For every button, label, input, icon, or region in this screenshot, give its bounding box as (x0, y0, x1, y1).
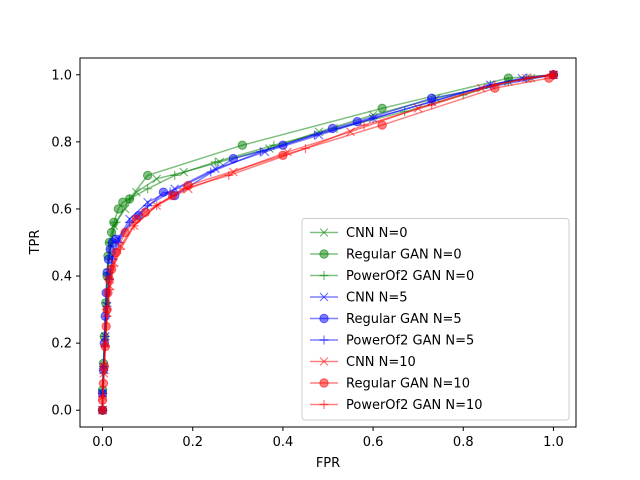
y-tick-label: 0.8 (51, 135, 72, 150)
data-point (206, 167, 216, 177)
series-8 (98, 70, 558, 415)
legend-label: Regular GAN N=5 (346, 312, 462, 327)
x-tick-label: 0.0 (92, 435, 113, 450)
legend: CNN N=0 Regular GAN N=0 PowerOf2 GAN N=0 CN… (301, 218, 570, 421)
legend-marker (319, 313, 329, 324)
data-point (109, 261, 119, 271)
legend-entry: PowerOf2 GAN N=5 (310, 334, 474, 349)
data-point (111, 217, 121, 227)
data-point (99, 368, 109, 378)
data-point (490, 80, 500, 90)
legend-label: Regular GAN N=10 (346, 377, 470, 392)
x-tick-label: 0.6 (363, 435, 384, 450)
legend-label: CNN N=10 (346, 355, 416, 370)
legend-label: CNN N=5 (346, 291, 408, 306)
legend-marker (319, 292, 329, 302)
data-point (179, 184, 189, 194)
data-point (105, 284, 115, 294)
data-point (237, 140, 248, 150)
data-point (368, 113, 378, 123)
data-point (255, 147, 265, 157)
x-tick-label: 1.0 (543, 435, 564, 450)
data-point (120, 227, 130, 238)
data-point (427, 100, 437, 110)
legend-marker (319, 357, 329, 366)
x-tick-label: 0.2 (182, 435, 203, 450)
data-point (102, 311, 112, 321)
data-point (98, 405, 108, 415)
legend-entry: Regular GAN N=0 (310, 248, 462, 263)
data-point (152, 201, 162, 211)
legend-box (301, 218, 570, 421)
legend-entry: Regular GAN N=10 (310, 377, 470, 392)
data-point (300, 144, 310, 154)
data-point (129, 221, 139, 231)
legend-marker (319, 271, 329, 280)
data-point (210, 157, 220, 167)
x-tick-label: 0.4 (273, 435, 294, 450)
data-point (548, 70, 558, 80)
legend-entry: CNN N=0 (310, 226, 408, 241)
data-point (526, 73, 536, 83)
x-axis-label: FPR (316, 456, 340, 471)
y-axis: 0.0 0.2 0.4 0.6 0.8 1.0 (51, 68, 80, 419)
data-point (377, 120, 387, 130)
data-point (476, 83, 486, 93)
legend-label: PowerOf2 GAN N=0 (346, 269, 474, 284)
legend-entry: CNN N=10 (310, 355, 416, 370)
legend-label: PowerOf2 GAN N=10 (346, 398, 483, 413)
data-point (116, 244, 126, 254)
data-point (125, 194, 135, 204)
y-tick-label: 0.2 (51, 337, 72, 352)
y-tick-label: 0.4 (51, 270, 72, 285)
legend-marker (319, 335, 329, 345)
data-point (359, 120, 369, 130)
data-point (100, 341, 110, 351)
legend-marker (319, 378, 329, 388)
data-point (152, 174, 162, 184)
legend-label: Regular GAN N=0 (346, 248, 462, 263)
x-axis: 0.0 0.2 0.4 0.6 0.8 1.0 (92, 427, 564, 450)
y-tick-label: 0.0 (51, 404, 72, 419)
plot-frame (79, 57, 577, 428)
data-point (309, 130, 319, 140)
legend-entry: Regular GAN N=5 (310, 312, 462, 327)
y-tick-label: 0.6 (51, 202, 72, 217)
data-point (521, 73, 531, 83)
data-point (131, 187, 141, 197)
x-tick-label: 0.8 (453, 435, 474, 450)
legend-entry: CNN N=5 (310, 291, 408, 306)
legend-marker (319, 249, 329, 259)
legend-label: CNN N=0 (346, 226, 408, 241)
legend-label: PowerOf2 GAN N=5 (346, 334, 474, 349)
series-layer (97, 70, 559, 415)
legend-marker (319, 400, 329, 409)
legend-entry: PowerOf2 GAN N=10 (310, 398, 483, 413)
data-point (377, 103, 387, 114)
data-point (98, 392, 108, 402)
data-point (142, 170, 153, 181)
y-axis-label: TPR (28, 230, 43, 256)
data-point (113, 204, 124, 214)
y-tick-label: 1.0 (51, 68, 72, 83)
legend-marker (319, 228, 329, 237)
legend-entry: PowerOf2 GAN N=0 (310, 269, 474, 284)
data-point (170, 170, 180, 180)
data-point (224, 170, 234, 180)
data-point (143, 184, 153, 194)
